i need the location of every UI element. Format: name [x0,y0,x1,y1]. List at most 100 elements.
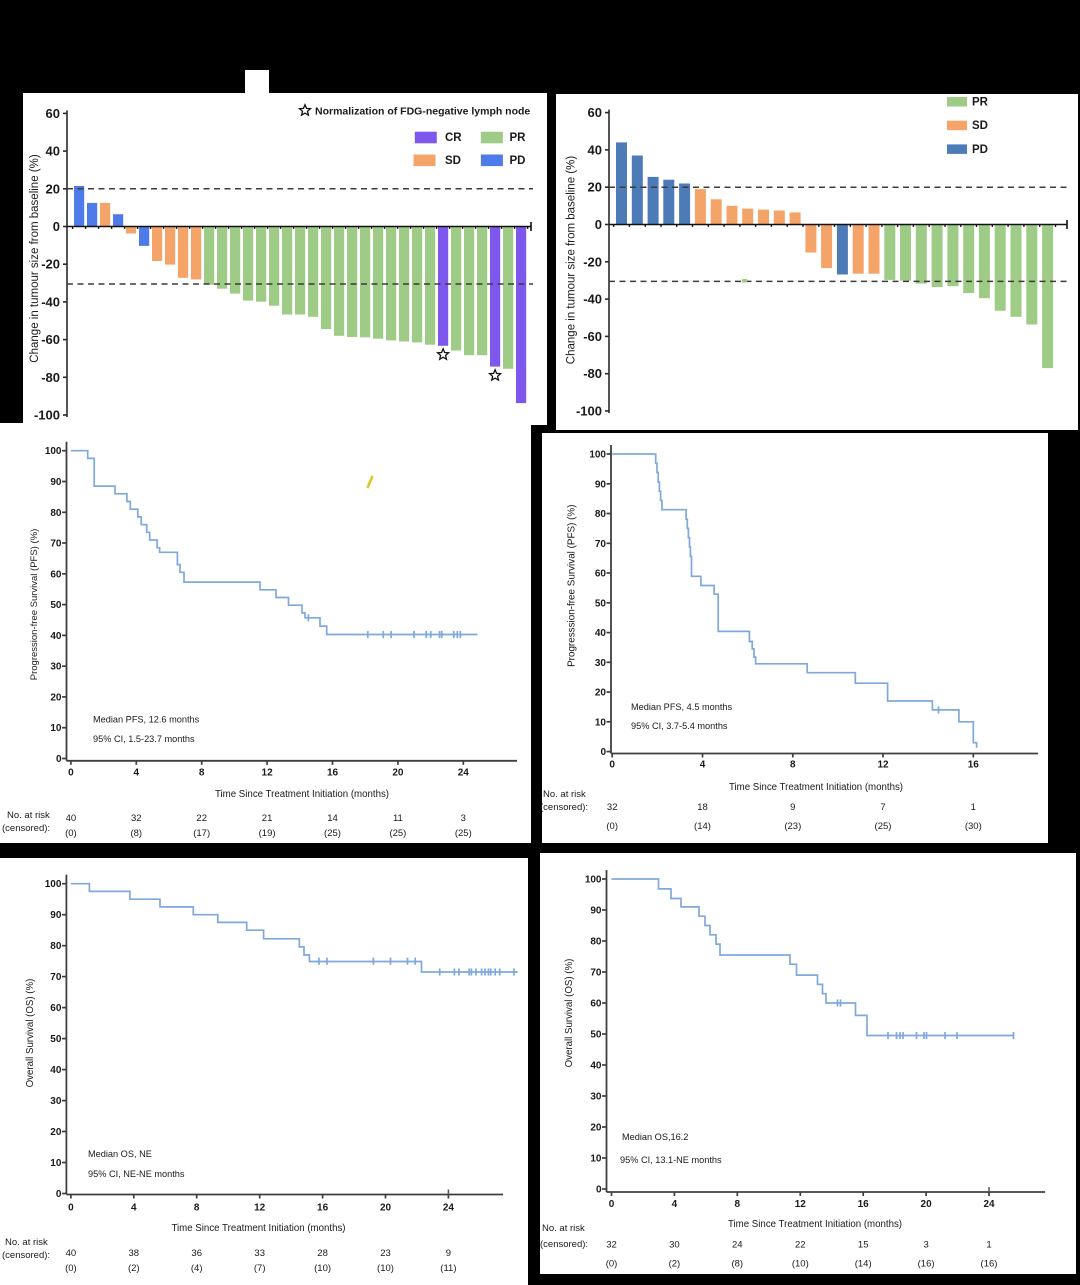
svg-text:95% CI, 3.7-5.4 months: 95% CI, 3.7-5.4 months [631,721,728,731]
svg-text:-20: -20 [41,257,60,272]
svg-text:Normalization of FDG-negative: Normalization of FDG-negative lymph node [315,106,530,118]
svg-text:Median OS, NE: Median OS, NE [88,1149,152,1159]
svg-text:20: 20 [380,1203,392,1214]
svg-text:0: 0 [600,747,606,758]
svg-text:(30): (30) [965,821,982,832]
svg-text:30: 30 [50,662,62,673]
svg-text:Time Since Treatment Initiatio: Time Since Treatment Initiation (months) [728,1219,902,1230]
svg-text:(25): (25) [324,828,341,839]
svg-text:3: 3 [461,813,466,824]
svg-text:80: 80 [50,508,62,519]
svg-text:(2): (2) [128,1263,140,1274]
svg-text:Progresssion-free Survival (PF: Progresssion-free Survival (PFS) (%) [567,504,578,666]
svg-text:70: 70 [50,539,62,550]
svg-text:20: 20 [588,180,602,195]
svg-text:80: 80 [590,937,602,948]
svg-text:9: 9 [790,802,795,813]
svg-text:No. at risk: No. at risk [5,1237,48,1248]
svg-text:30: 30 [595,658,607,669]
svg-text:4: 4 [700,760,706,771]
svg-text:32: 32 [606,1240,617,1251]
svg-text:12: 12 [795,1199,807,1210]
svg-text:80: 80 [595,509,607,520]
svg-text:50: 50 [50,1034,62,1045]
svg-text:-40: -40 [583,292,602,307]
svg-text:8: 8 [735,1199,741,1210]
svg-text:(0): (0) [606,821,618,832]
svg-text:40: 40 [590,1061,602,1072]
svg-text:23: 23 [380,1248,391,1259]
svg-text:16: 16 [317,1203,329,1214]
svg-text:Change in tumour size from bas: Change in tumour size from baseline (%) [566,156,578,365]
svg-text:PR: PR [972,97,989,109]
svg-text:100: 100 [585,875,602,886]
svg-text:9: 9 [446,1248,451,1259]
svg-text:0: 0 [609,1199,615,1210]
svg-text:(4): (4) [191,1263,203,1274]
svg-text:40: 40 [595,628,607,639]
svg-text:38: 38 [129,1248,140,1259]
svg-text:10: 10 [595,717,607,728]
svg-text:10: 10 [590,1154,602,1165]
svg-text:36: 36 [191,1248,202,1259]
svg-text:40: 40 [66,813,77,824]
svg-text:95% CI, 13.1-NE months: 95% CI, 13.1-NE months [620,1155,722,1165]
svg-text:(14): (14) [855,1259,872,1270]
svg-text:60: 60 [50,569,62,580]
svg-text:0: 0 [68,767,74,778]
svg-text:11: 11 [393,813,403,824]
svg-text:Time Since Treatment Initiatio: Time Since Treatment Initiation (months) [215,789,389,800]
svg-text:PD: PD [972,144,988,156]
svg-text:Time Since Treatment Initiatio: Time Since Treatment Initiation (months) [171,1223,345,1234]
svg-text:(25): (25) [389,828,406,839]
svg-text:Median PFS, 12.6 months: Median PFS, 12.6 months [93,715,200,725]
svg-text:(25): (25) [875,821,892,832]
svg-text:(17): (17) [193,828,210,839]
svg-text:60: 60 [595,569,607,580]
svg-text:100: 100 [589,450,606,461]
svg-text:-80: -80 [41,370,60,385]
svg-text:16: 16 [968,760,980,771]
svg-text:(8): (8) [731,1259,743,1270]
svg-text:20: 20 [392,767,404,778]
svg-text:60: 60 [46,106,60,121]
svg-text:(10): (10) [792,1259,809,1270]
svg-text:(16): (16) [981,1259,998,1270]
svg-text:24: 24 [443,1203,455,1214]
svg-text:-80: -80 [583,366,602,381]
svg-text:22: 22 [795,1240,806,1251]
svg-text:0: 0 [609,760,615,771]
svg-text:(10): (10) [377,1263,394,1274]
svg-text:(14): (14) [694,821,711,832]
svg-text:(0): (0) [606,1259,618,1270]
svg-text:(7): (7) [254,1263,266,1274]
svg-text:(censored):: (censored): [540,1239,588,1250]
svg-text:-60: -60 [583,329,602,344]
svg-text:(2): (2) [669,1259,681,1270]
svg-text:(censored):: (censored): [2,1250,50,1261]
svg-text:20: 20 [921,1199,933,1210]
svg-text:4: 4 [131,1203,137,1214]
svg-text:1: 1 [986,1240,991,1251]
svg-text:(11): (11) [440,1263,456,1274]
svg-text:50: 50 [595,598,607,609]
svg-text:(0): (0) [65,828,77,839]
svg-text:20: 20 [595,688,607,699]
svg-text:SD: SD [445,155,461,167]
svg-text:No. at risk: No. at risk [543,789,586,800]
svg-text:1: 1 [971,802,976,813]
svg-text:16: 16 [327,767,339,778]
svg-text:95% CI, 1.5-23.7 months: 95% CI, 1.5-23.7 months [93,734,195,744]
svg-text:21: 21 [262,813,273,824]
svg-text:0: 0 [56,1189,62,1200]
svg-text:12: 12 [254,1203,266,1214]
svg-text:8: 8 [194,1203,200,1214]
svg-text:30: 30 [669,1240,680,1251]
svg-text:PD: PD [510,155,526,167]
svg-text:-20: -20 [583,254,602,269]
svg-text:0: 0 [53,219,60,234]
svg-text:28: 28 [317,1248,328,1259]
svg-text:40: 40 [50,1065,62,1076]
svg-text:50: 50 [590,1030,602,1041]
svg-text:90: 90 [590,906,602,917]
